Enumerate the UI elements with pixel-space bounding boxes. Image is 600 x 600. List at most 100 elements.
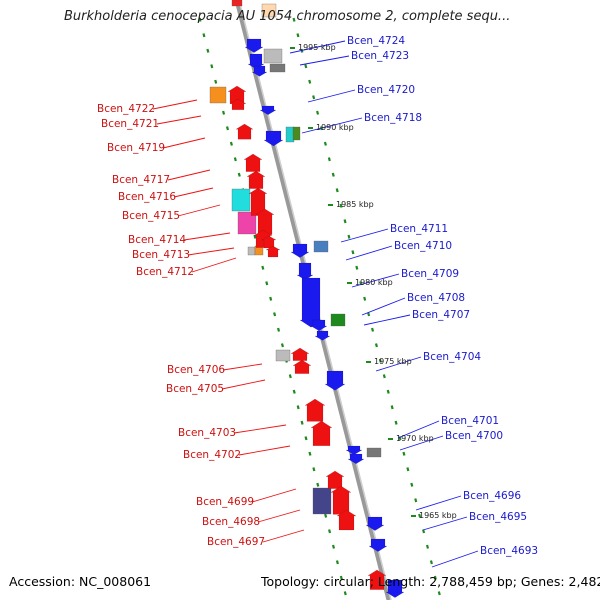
gene-label-plus[interactable]: Bcen_4696 [463, 490, 521, 502]
gene-label-plus[interactable]: Bcen_4700 [445, 430, 503, 442]
gene-feature-box [261, 3, 277, 18]
gene-label-minus[interactable]: Bcen_4722 [97, 103, 155, 115]
track-tick-right [343, 219, 347, 224]
gene-features [209, 0, 405, 598]
gene-feature-box [269, 63, 286, 73]
gene-label-minus[interactable]: Bcen_4698 [202, 516, 260, 528]
kbp-label: 1975 kbp [374, 357, 412, 366]
gene-label-minus[interactable]: Bcen_4703 [178, 427, 236, 439]
track-tick-right [331, 172, 335, 177]
track-tick-right [312, 95, 316, 100]
plus-strand-gene-arrow [347, 453, 365, 465]
gene-label-minus[interactable]: Bcen_4702 [183, 449, 241, 461]
gene-label-plus[interactable]: Bcen_4720 [357, 84, 415, 96]
plus-strand-gene-arrow [244, 38, 264, 53]
gene-label-minus[interactable]: Bcen_4721 [101, 118, 159, 130]
gene-label-plus[interactable]: Bcen_4708 [407, 292, 465, 304]
plus-strand-gene-arrow [314, 330, 331, 341]
track-tick-left [296, 405, 300, 410]
accession-text: Accession: NC_008061 [9, 574, 152, 589]
kbp-label: 1965 kbp [419, 511, 457, 520]
gene-label-minus[interactable]: Bcen_4699 [196, 496, 254, 508]
track-tick-right [433, 575, 437, 580]
track-tick-right [429, 560, 433, 565]
gene-leader-line [431, 550, 479, 568]
track-tick-right [386, 389, 390, 394]
plus-strand-gene-arrow [385, 579, 405, 598]
track-tick-right [308, 79, 312, 84]
track-tick-left [304, 436, 308, 441]
track-tick-right [374, 343, 378, 348]
plus-strand-gene-arrow [345, 445, 363, 456]
minus-strand-gene-arrow [367, 569, 387, 590]
track-tick-left [222, 110, 226, 115]
gene-label-plus[interactable]: Bcen_4693 [480, 545, 538, 557]
gene-leader-line [167, 169, 211, 181]
gene-feature-box [275, 349, 291, 362]
track-tick-left [308, 451, 312, 456]
track-tick-right [437, 591, 441, 596]
gene-label-minus[interactable]: Bcen_4715 [122, 210, 180, 222]
gene-feature-box [231, 188, 251, 212]
sequence-title: Burkholderia cenocepacia AU 1054 chromos… [64, 9, 511, 24]
gene-label-minus[interactable]: Bcen_4714 [128, 234, 186, 246]
gene-feature-box [285, 126, 295, 143]
gene-leader-line [251, 488, 297, 503]
track-tick-left [339, 575, 343, 580]
minus-strand-gene-arrow [325, 470, 345, 489]
gene-label-plus[interactable]: Bcen_4709 [401, 268, 459, 280]
sequence-summary: Topology: circular; Length: 2,788,459 bp… [261, 574, 600, 589]
gene-label-plus[interactable]: Bcen_4695 [469, 511, 527, 523]
gene-label-minus[interactable]: Bcen_4705 [166, 383, 224, 395]
minus-strand-gene-arrow [290, 347, 310, 361]
gene-leader-line [375, 356, 422, 372]
gene-leader-line [340, 228, 389, 243]
track-tick-left [300, 420, 304, 425]
gene-leader-line [173, 187, 214, 198]
minus-strand-gene-arrow [246, 170, 266, 189]
track-tick-right [394, 420, 398, 425]
gene-feature-box [292, 126, 301, 141]
gene-label-minus[interactable]: Bcen_4717 [112, 174, 170, 186]
track-tick-left [214, 79, 218, 84]
gene-leader-line [345, 245, 393, 261]
track-tick-left [233, 157, 237, 162]
kbp-label: 1980 kbp [355, 278, 393, 287]
gene-labels: Bcen_4724 Bcen_4723 Bcen_4720 Bcen_4718 Bcen… [97, 35, 538, 557]
gene-leader-line [415, 495, 462, 511]
gene-label-plus[interactable]: Bcen_4718 [364, 112, 422, 124]
track-tick-right [367, 312, 371, 317]
kbp-label: 1995 kbp [298, 43, 336, 52]
gene-label-plus[interactable]: Bcen_4723 [351, 50, 409, 62]
gene-label-minus[interactable]: Bcen_4713 [132, 249, 190, 261]
gene-label-minus[interactable]: Bcen_4716 [118, 191, 176, 203]
gene-label-plus[interactable]: Bcen_4724 [347, 35, 405, 47]
track-tick-right [378, 358, 382, 363]
plus-strand-gene-arrow [259, 105, 277, 116]
gene-leader-line [156, 115, 202, 125]
track-tick-right [304, 64, 308, 69]
gene-label-plus[interactable]: Bcen_4707 [412, 309, 470, 321]
minus-strand-gene-arrow [330, 485, 352, 515]
track-tick-left [343, 591, 347, 596]
gene-label-minus[interactable]: Bcen_4719 [107, 142, 165, 154]
gene-leader-line [289, 40, 346, 54]
gene-leader-line [238, 445, 291, 456]
gene-leader-line [301, 117, 363, 134]
gene-label-minus[interactable]: Bcen_4697 [207, 536, 265, 548]
track-tick-left [335, 560, 339, 565]
gene-label-minus[interactable]: Bcen_4712 [136, 266, 194, 278]
gene-label-plus[interactable]: Bcen_4711 [390, 223, 448, 235]
gene-label-plus[interactable]: Bcen_4710 [394, 240, 452, 252]
track-tick-left [210, 64, 214, 69]
gene-label-plus[interactable]: Bcen_4701 [441, 415, 499, 427]
gene-leader-line [162, 137, 206, 149]
gene-label-plus[interactable]: Bcen_4704 [423, 351, 481, 363]
track-tick-right [425, 544, 430, 549]
minus-strand-gene-arrow [235, 123, 254, 140]
kbp-label: 1970 kbp [396, 434, 434, 443]
gene-feature-box [312, 487, 332, 515]
track-tick-right [402, 451, 406, 456]
gene-label-minus[interactable]: Bcen_4706 [167, 364, 225, 376]
track-tick-left [280, 343, 284, 348]
